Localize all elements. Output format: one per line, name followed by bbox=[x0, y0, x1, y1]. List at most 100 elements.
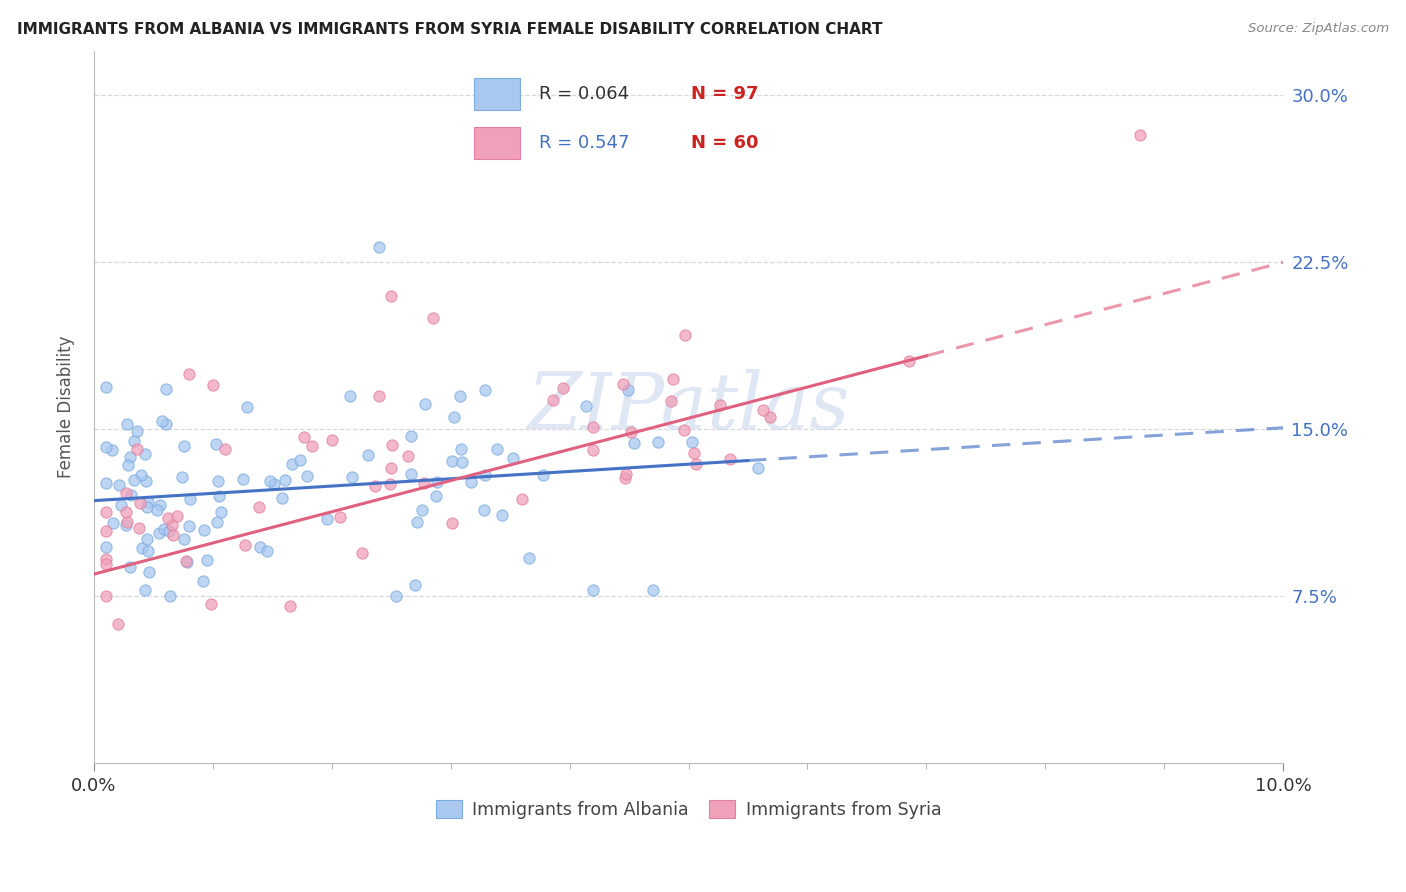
Point bbox=[531, 468, 554, 483]
Point bbox=[115, 506, 138, 520]
Point bbox=[357, 448, 380, 462]
Point bbox=[122, 474, 145, 488]
Point bbox=[170, 470, 193, 484]
Point bbox=[582, 442, 605, 457]
Point bbox=[201, 377, 224, 392]
Point bbox=[177, 367, 200, 381]
Point bbox=[274, 474, 297, 488]
Point bbox=[94, 551, 117, 566]
Point bbox=[381, 437, 404, 451]
Point bbox=[94, 476, 117, 491]
Point bbox=[157, 524, 180, 538]
Point bbox=[96, 440, 118, 454]
Point bbox=[647, 434, 669, 449]
Point bbox=[720, 452, 742, 467]
Point bbox=[101, 442, 124, 457]
Point bbox=[278, 599, 301, 613]
Point bbox=[541, 393, 564, 408]
Point bbox=[138, 565, 160, 579]
Point bbox=[659, 393, 682, 408]
Point bbox=[898, 353, 921, 368]
Point bbox=[486, 442, 509, 456]
Point bbox=[107, 617, 129, 632]
Point bbox=[623, 435, 645, 450]
Point bbox=[120, 488, 142, 502]
Point bbox=[350, 546, 373, 560]
Point bbox=[125, 442, 148, 457]
Point bbox=[288, 453, 311, 467]
Point bbox=[752, 402, 775, 417]
Point bbox=[136, 544, 159, 558]
Point bbox=[451, 455, 474, 469]
Point bbox=[315, 512, 337, 526]
Point bbox=[129, 467, 152, 482]
Point bbox=[173, 439, 195, 453]
Point bbox=[233, 538, 256, 552]
Point bbox=[491, 508, 513, 522]
Point bbox=[385, 590, 408, 604]
Point bbox=[340, 470, 363, 484]
Point bbox=[101, 516, 124, 530]
Point bbox=[413, 397, 436, 411]
Point bbox=[166, 509, 188, 524]
Point bbox=[378, 476, 401, 491]
Legend: Immigrants from Albania, Immigrants from Syria: Immigrants from Albania, Immigrants from… bbox=[429, 793, 949, 826]
Point bbox=[259, 474, 281, 488]
Point bbox=[271, 491, 294, 505]
Point bbox=[173, 532, 195, 546]
Point bbox=[205, 437, 228, 451]
Point bbox=[117, 458, 139, 472]
Point bbox=[200, 597, 222, 611]
Point bbox=[613, 471, 636, 485]
Point bbox=[94, 524, 117, 538]
Point bbox=[474, 467, 496, 482]
Point bbox=[474, 383, 496, 397]
Point bbox=[582, 582, 605, 597]
Point bbox=[179, 491, 201, 506]
Point bbox=[118, 559, 141, 574]
Point bbox=[128, 521, 150, 535]
Point bbox=[214, 442, 236, 456]
Point bbox=[129, 496, 152, 510]
Point bbox=[339, 388, 361, 402]
Point bbox=[193, 523, 215, 537]
Point bbox=[747, 460, 769, 475]
Point bbox=[620, 425, 643, 440]
Point bbox=[94, 590, 117, 604]
Point bbox=[120, 450, 142, 464]
Point bbox=[426, 475, 449, 489]
Point bbox=[135, 474, 157, 488]
Point bbox=[329, 510, 352, 524]
Point bbox=[295, 469, 318, 483]
Point bbox=[399, 467, 422, 481]
Point bbox=[440, 453, 463, 467]
Point bbox=[107, 477, 129, 491]
Point bbox=[380, 461, 402, 475]
Point bbox=[256, 544, 278, 558]
Point bbox=[207, 474, 229, 488]
Point bbox=[460, 475, 482, 489]
Point bbox=[135, 533, 157, 547]
Point bbox=[174, 554, 197, 568]
Point bbox=[612, 377, 634, 392]
Point bbox=[149, 498, 172, 512]
Point bbox=[176, 555, 198, 569]
Point bbox=[681, 435, 703, 450]
Point bbox=[401, 429, 423, 443]
Point bbox=[152, 522, 174, 536]
Point bbox=[160, 518, 183, 533]
Point bbox=[551, 381, 574, 395]
Point bbox=[145, 503, 167, 517]
Point bbox=[94, 380, 117, 394]
Point bbox=[617, 384, 640, 398]
Text: IMMIGRANTS FROM ALBANIA VS IMMIGRANTS FROM SYRIA FEMALE DISABILITY CORRELATION C: IMMIGRANTS FROM ALBANIA VS IMMIGRANTS FR… bbox=[17, 22, 883, 37]
Point bbox=[136, 495, 159, 509]
Point bbox=[683, 445, 706, 459]
Point bbox=[662, 372, 685, 386]
Point bbox=[368, 389, 391, 403]
Point bbox=[134, 582, 156, 597]
Text: Source: ZipAtlas.com: Source: ZipAtlas.com bbox=[1249, 22, 1389, 36]
Point bbox=[134, 447, 156, 461]
Y-axis label: Female Disability: Female Disability bbox=[58, 335, 75, 478]
Point bbox=[411, 503, 433, 517]
